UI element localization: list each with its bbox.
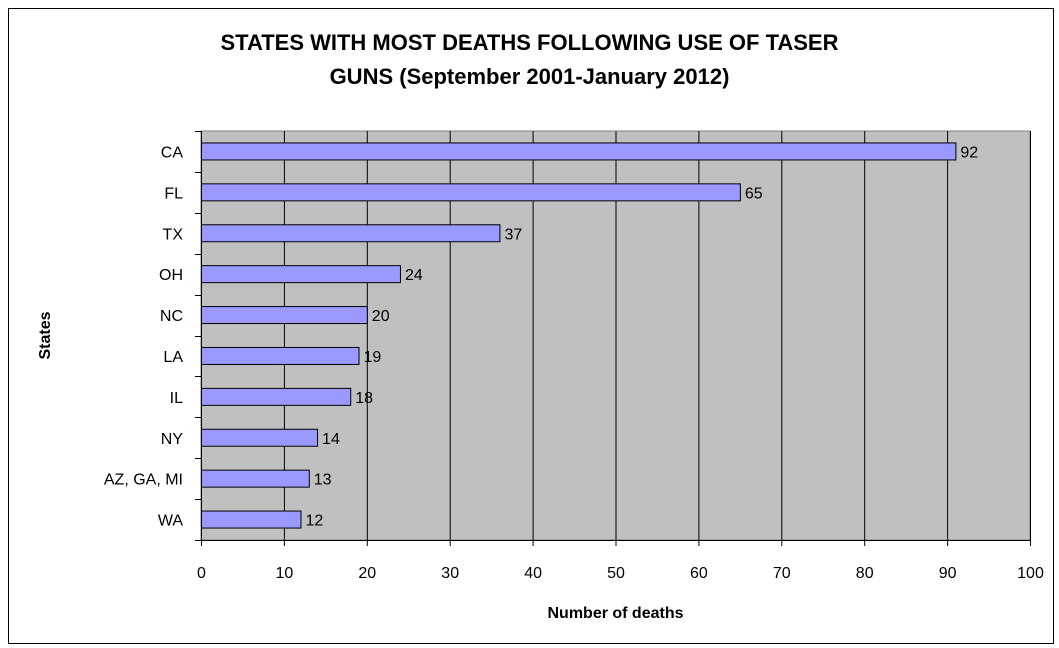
y-axis-title: States <box>37 311 54 359</box>
x-tick-label: 30 <box>441 565 459 582</box>
data-label: 13 <box>314 472 332 489</box>
chart-title-line-2: GUNS (September 2001-January 2012) <box>329 64 730 89</box>
data-label: 20 <box>372 308 390 325</box>
bar <box>201 183 741 202</box>
bar <box>201 387 352 406</box>
x-tick-label: 50 <box>607 565 625 582</box>
y-tick-label: NC <box>160 308 183 325</box>
x-tick-label: 10 <box>276 565 294 582</box>
y-tick-label: CA <box>161 144 184 161</box>
bar <box>201 224 501 243</box>
x-tick-label: 60 <box>690 565 708 582</box>
data-label: 18 <box>355 390 373 407</box>
data-label: 92 <box>960 144 978 161</box>
gridlines <box>283 131 1031 540</box>
y-tick-label: NY <box>161 431 184 448</box>
y-tick-label: AZ, GA, MI <box>104 472 183 489</box>
x-tick-label: 90 <box>939 565 957 582</box>
bar <box>201 469 310 488</box>
x-tick-label: 20 <box>358 565 376 582</box>
x-axis-title: Number of deaths <box>547 605 683 622</box>
bars <box>201 142 957 529</box>
y-tick-label: FL <box>164 185 183 202</box>
chart-title-line-1: STATES WITH MOST DEATHS FOLLOWING USE OF… <box>220 30 839 55</box>
x-tick-labels: 0 10 20 30 40 50 60 70 80 90 100 <box>197 565 1044 582</box>
chart-title: STATES WITH MOST DEATHS FOLLOWING USE OF… <box>0 26 1059 94</box>
data-label: 19 <box>364 349 382 366</box>
x-tick-label: 100 <box>1017 565 1044 582</box>
data-label: 37 <box>504 226 522 243</box>
x-tick-label: 80 <box>856 565 874 582</box>
y-tick-label: WA <box>158 513 184 530</box>
bar <box>201 142 957 161</box>
x-tick-label: 70 <box>773 565 791 582</box>
x-tick-label: 40 <box>524 565 542 582</box>
data-labels: 92 65 37 24 20 19 18 14 13 12 <box>305 144 978 529</box>
axes <box>195 131 1031 546</box>
data-label: 24 <box>405 267 423 284</box>
y-tick-label: OH <box>159 267 183 284</box>
data-label: 14 <box>322 431 340 448</box>
data-label: 12 <box>305 513 323 530</box>
bar <box>201 346 360 365</box>
y-tick-label: LA <box>163 349 183 366</box>
y-tick-label: TX <box>163 226 184 243</box>
bar <box>201 428 319 447</box>
bar <box>201 265 401 284</box>
bar <box>201 510 302 529</box>
data-label: 65 <box>745 185 763 202</box>
x-tick-label: 0 <box>197 565 206 582</box>
y-tick-label: IL <box>170 390 183 407</box>
bar <box>201 306 368 325</box>
y-tick-labels: CA FL TX OH NC LA IL NY AZ, GA, MI WA <box>104 144 183 529</box>
